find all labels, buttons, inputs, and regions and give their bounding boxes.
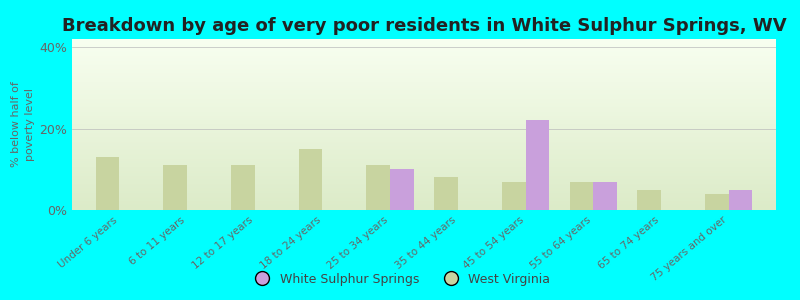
Bar xyxy=(570,182,594,210)
Title: Breakdown by age of very poor residents in White Sulphur Springs, WV: Breakdown by age of very poor residents … xyxy=(62,17,786,35)
Legend: White Sulphur Springs, West Virginia: White Sulphur Springs, West Virginia xyxy=(245,268,555,291)
Bar xyxy=(729,190,752,210)
Y-axis label: % below half of
poverty level: % below half of poverty level xyxy=(11,82,35,167)
Bar xyxy=(298,149,322,210)
Bar xyxy=(594,182,617,210)
Bar xyxy=(502,182,526,210)
Bar xyxy=(163,165,187,210)
Bar xyxy=(526,120,550,210)
Bar xyxy=(434,177,458,210)
Bar xyxy=(390,169,414,210)
Bar xyxy=(705,194,729,210)
Bar xyxy=(638,190,661,210)
Bar xyxy=(231,165,254,210)
Bar xyxy=(96,157,119,210)
Bar xyxy=(366,165,390,210)
